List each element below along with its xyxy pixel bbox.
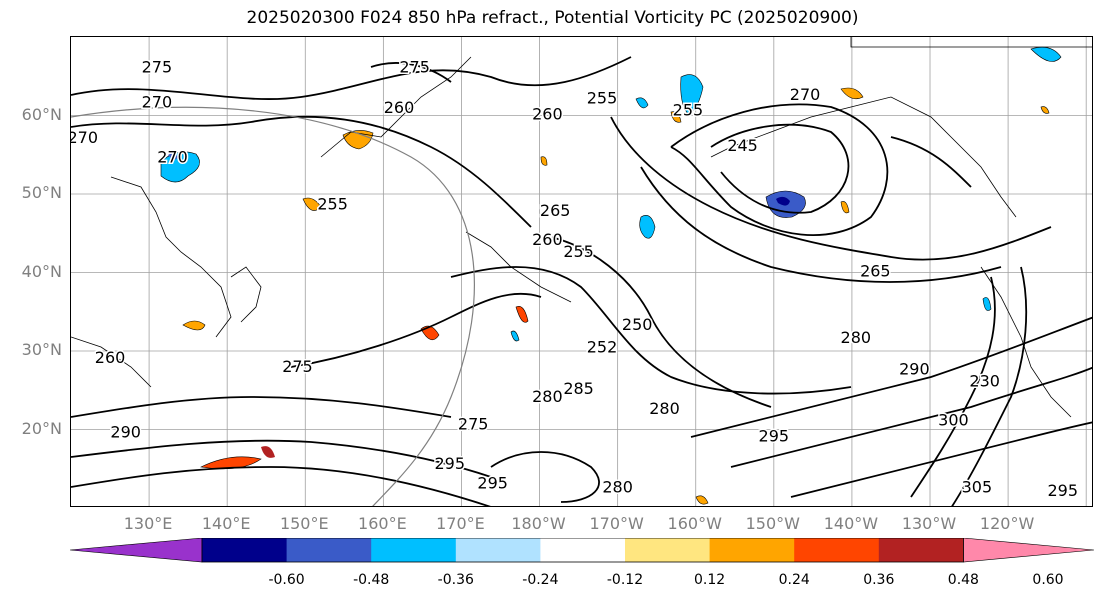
colorbar-extend-min [69,538,203,563]
contour-label: 285 [563,379,594,398]
longitude-label: 160°W [667,514,722,533]
colorbar-segment [878,538,964,562]
contour-label: 255 [317,195,348,214]
contour-label: 290 [110,422,141,441]
longitude-label: 150°E [279,514,329,533]
colorbar-tick-label: -0.60 [268,572,305,588]
colorbar-tick-label: 0.48 [947,572,979,588]
refractivity-contours [71,56,1092,506]
contour-label: 265 [860,261,891,280]
map-canvas: 2752752702702702602602552552552452702652… [71,37,1092,506]
contour-label: 275 [458,415,489,434]
coastlines [71,37,1092,418]
colorbar-tick-label: 0.24 [778,572,810,588]
contour-label: 270 [71,128,98,147]
longitude-label: 180°W [511,514,566,533]
contour-label: 255 [563,242,594,261]
contour-label: 260 [95,348,126,367]
longitude-label: 130°E [123,514,173,533]
contour-label: 300 [938,411,969,430]
colorbar-segment [540,538,626,562]
contour-label: 245 [727,136,758,155]
colorbar-segment [709,538,795,562]
colorbar-tick-label: -0.36 [437,572,474,588]
colorbar-outline [201,538,964,563]
contour-label: 270 [790,85,821,104]
colorbar-tick-label: -0.12 [606,572,644,588]
contour-label: 265 [540,201,571,220]
colorbar [69,538,1095,563]
contour-label: 270 [157,148,188,167]
latitude-label: 50°N [21,183,62,202]
contour-label: 280 [649,399,680,418]
longitude-label: 160°E [358,514,407,533]
longitude-label: 170°E [436,514,485,533]
contour-label: 295 [434,454,465,473]
colorbar-tick-label: -0.48 [353,572,390,588]
pv-shading [160,46,1062,505]
contour-label: 260 [532,104,563,123]
contour-label: 305 [962,477,993,496]
contour-label: 290 [899,360,930,379]
colorbar-segment [794,538,880,562]
contour-label: 252 [587,338,618,357]
colorbar-segment [625,538,711,562]
longitude-label: 140°W [823,514,879,533]
map-title: 2025020300 F024 850 hPa refract., Potent… [246,8,859,28]
contour-label: 295 [477,473,508,492]
contour-label: 280 [602,477,633,496]
contour-label: 260 [532,230,563,249]
longitude-label: 150°W [745,514,800,533]
contour-labels: 2752752702702702602602552552552452702652… [71,56,1080,502]
contour-label: 250 [622,315,653,334]
contour-label: 255 [587,89,618,108]
colorbar-tick-label: -0.24 [522,572,559,588]
range-circle [71,106,475,506]
colorbar-segment [371,538,457,562]
colorbar-tick-label: 0.36 [863,572,895,588]
map-panel[interactable]: 2752752702702702602602552552552452702652… [70,36,1093,507]
contour-label: 260 [384,98,415,117]
contour-label: 275 [142,57,173,76]
contour-label: 275 [399,57,430,76]
contour-label: 295 [1047,481,1078,500]
contour-label: 275 [282,357,313,376]
contour-label: 295 [759,426,790,445]
graticule [71,37,1092,506]
latitude-label: 30°N [21,340,62,359]
longitude-label: 140°E [201,514,251,533]
contour-label: 255 [673,101,704,120]
colorbar-extend-max [963,538,1095,563]
colorbar-segment [455,538,541,562]
longitude-label: 120°W [979,514,1035,533]
colorbar-segment [286,538,372,562]
latitude-label: 40°N [21,261,62,281]
colorbar-tick-label: 0.60 [1032,572,1064,588]
contour-label: 280 [532,387,563,406]
colorbar-segment [202,538,288,562]
longitude-label: 130°W [901,514,957,533]
latitude-label: 20°N [21,418,62,438]
latitude-label: 60°N [21,104,62,124]
colorbar-tick-label: 0.12 [694,572,726,588]
contour-label: 280 [841,328,872,347]
contour-label: 270 [142,93,173,112]
contour-label: 230 [969,371,1000,390]
longitude-label: 170°W [589,514,644,533]
